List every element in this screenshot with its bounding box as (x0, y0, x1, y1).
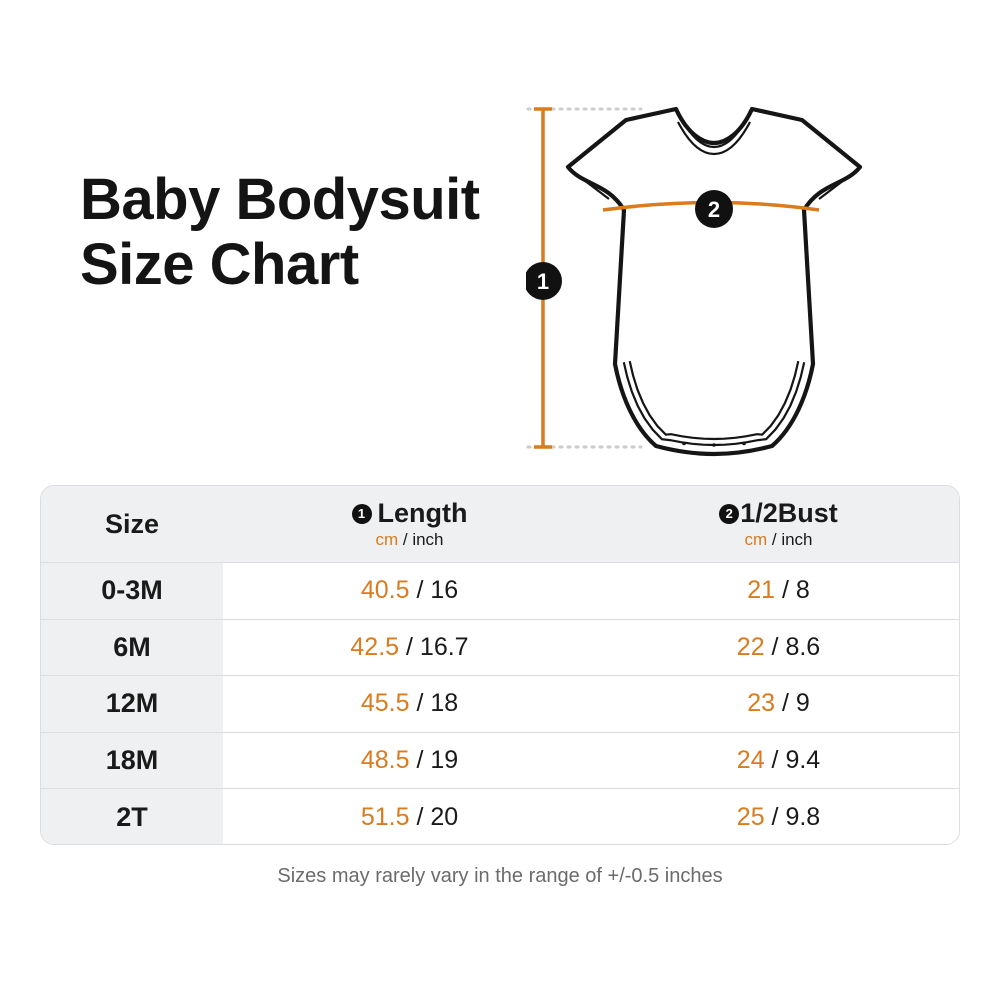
svg-text:2: 2 (708, 197, 720, 222)
svg-text:1: 1 (537, 269, 549, 294)
